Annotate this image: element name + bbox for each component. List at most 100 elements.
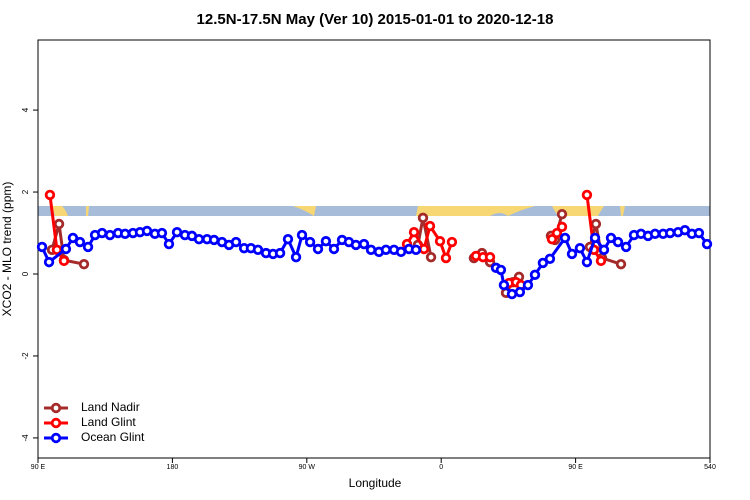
point xyxy=(537,257,549,269)
point xyxy=(529,269,541,281)
point xyxy=(546,233,558,245)
point xyxy=(365,244,377,256)
point xyxy=(36,241,48,253)
point xyxy=(410,244,422,256)
point xyxy=(290,251,302,263)
legend-label: Ocean Glint xyxy=(81,430,145,444)
point xyxy=(581,189,593,201)
point xyxy=(566,248,578,260)
point xyxy=(701,238,713,250)
point xyxy=(574,242,586,254)
x-tick-label: 90 E xyxy=(568,464,583,471)
point xyxy=(425,251,437,263)
legend-label: Land Nadir xyxy=(81,400,140,414)
point xyxy=(51,244,63,256)
y-tick-label: 0 xyxy=(21,271,30,276)
point xyxy=(664,227,676,239)
point xyxy=(358,238,370,250)
x-tick-label: 540 xyxy=(704,464,716,471)
land-patch xyxy=(86,206,89,216)
point xyxy=(408,226,420,238)
point xyxy=(417,212,429,224)
point xyxy=(74,236,86,248)
legend-marker xyxy=(50,417,62,429)
point xyxy=(274,247,286,259)
point xyxy=(506,288,518,300)
point xyxy=(230,236,242,248)
point xyxy=(484,251,496,263)
point xyxy=(58,255,70,267)
x-tick-label: 90 W xyxy=(299,464,316,471)
land-patch xyxy=(293,206,316,216)
series xyxy=(36,224,713,300)
y-tick-label: 2 xyxy=(21,189,30,194)
land-patch xyxy=(620,206,625,216)
point xyxy=(424,220,436,232)
point xyxy=(495,264,507,276)
point xyxy=(44,189,56,201)
point xyxy=(156,227,168,239)
y-tick-label: 4 xyxy=(21,107,30,112)
point xyxy=(522,279,534,291)
point xyxy=(312,243,324,255)
point xyxy=(304,236,316,248)
point xyxy=(141,225,153,237)
point xyxy=(559,232,571,244)
point xyxy=(498,279,510,291)
point xyxy=(60,243,72,255)
point xyxy=(208,234,220,246)
point xyxy=(104,229,116,241)
x-tick-label: 0 xyxy=(439,464,443,471)
y-tick-label: -4 xyxy=(21,434,30,442)
point xyxy=(589,232,601,244)
y-tick-label: -2 xyxy=(21,352,30,360)
point xyxy=(252,244,264,256)
point xyxy=(595,255,607,267)
land-patch xyxy=(416,206,535,216)
point xyxy=(598,244,610,256)
point xyxy=(605,232,617,244)
legend-marker xyxy=(50,402,62,414)
point xyxy=(78,258,90,270)
point xyxy=(193,233,205,245)
point xyxy=(514,286,526,298)
point xyxy=(163,238,175,250)
point xyxy=(418,243,430,255)
x-tick-label: 180 xyxy=(167,464,179,471)
ocean-strip xyxy=(38,206,710,216)
point xyxy=(296,229,308,241)
point xyxy=(53,218,65,230)
point xyxy=(693,227,705,239)
point xyxy=(171,226,183,238)
legend-label: Land Glint xyxy=(81,415,136,429)
point xyxy=(395,246,407,258)
land-patch xyxy=(52,206,68,216)
point xyxy=(556,221,568,233)
point xyxy=(282,233,294,245)
point xyxy=(615,258,627,270)
point xyxy=(440,252,452,264)
x-axis-label: Longitude xyxy=(349,476,402,490)
point xyxy=(96,227,108,239)
chart-title: 12.5N-17.5N May (Ver 10) 2015-01-01 to 2… xyxy=(197,11,554,28)
point xyxy=(350,239,362,251)
point xyxy=(446,236,458,248)
point xyxy=(82,241,94,253)
point xyxy=(119,228,131,240)
point xyxy=(612,236,624,248)
point xyxy=(320,236,332,247)
y-axis-label: XCO2 - MLO trend (ppm) xyxy=(0,182,14,317)
point xyxy=(67,232,79,244)
point xyxy=(43,256,55,268)
point xyxy=(434,236,446,247)
point xyxy=(581,256,593,268)
land-mask xyxy=(38,206,710,216)
point xyxy=(590,218,602,230)
point xyxy=(556,208,568,220)
point xyxy=(649,228,661,240)
point xyxy=(328,243,340,255)
point xyxy=(544,253,556,265)
